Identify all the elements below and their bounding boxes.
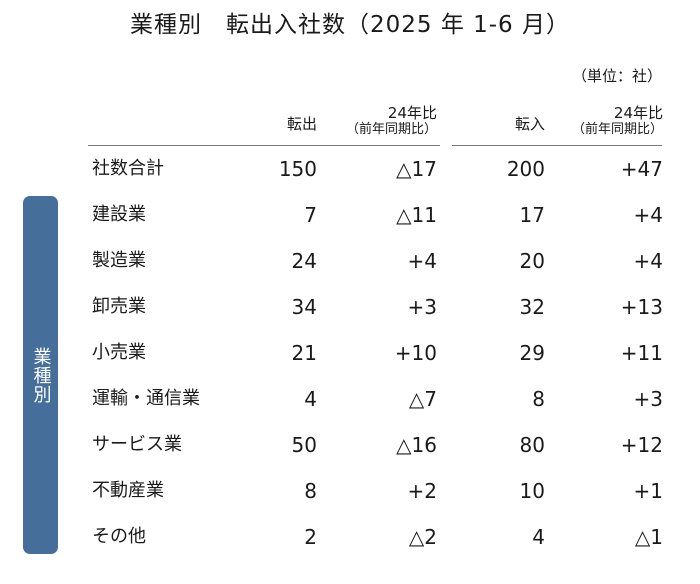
row-name: サービス業	[92, 434, 182, 455]
unit-note: （単位：社）	[571, 67, 662, 85]
row-out: 50	[291, 433, 317, 457]
row-out: 8	[304, 479, 317, 503]
row-name: 不動産業	[92, 480, 164, 501]
row-in: 32	[519, 295, 545, 319]
row-in: 29	[519, 341, 545, 365]
industry-side-label: 業種別	[23, 196, 58, 554]
header-out: 転出	[287, 115, 317, 133]
row-in-diff: +4	[633, 203, 663, 227]
table-row: 建設業 7 △11 17 +4	[0, 192, 700, 238]
row-out-diff: +10	[394, 341, 437, 365]
row-out-diff: △2	[408, 525, 437, 549]
row-out: 150	[278, 157, 317, 181]
row-name: 建設業	[92, 204, 146, 225]
header-in-compare-sub: （前年同期比）	[571, 122, 663, 137]
side-label-text: 業種別	[30, 346, 52, 404]
header-out-compare-sub: （前年同期比）	[345, 122, 437, 137]
table-row: 卸売業 34 +3 32 +13	[0, 284, 700, 330]
table-row: 不動産業 8 +2 10 +1	[0, 468, 700, 514]
row-in-diff: +13	[620, 295, 663, 319]
row-name: 製造業	[92, 250, 146, 271]
row-name: 運輸・通信業	[92, 388, 200, 409]
row-out-diff: △17	[396, 157, 437, 181]
header-divider-right	[452, 145, 662, 146]
header-in-compare-label: 24年比	[613, 104, 663, 122]
table-row: 製造業 24 +4 20 +4	[0, 238, 700, 284]
row-in: 4	[532, 525, 545, 549]
row-out-diff: +3	[407, 295, 437, 319]
header-divider-left	[88, 145, 440, 146]
row-out: 7	[304, 203, 317, 227]
row-in-diff: +12	[620, 433, 663, 457]
row-out-diff: △7	[408, 387, 437, 411]
row-in: 17	[519, 203, 545, 227]
row-name: 社数合計	[92, 158, 164, 179]
page-title: 業種別 転出入社数（2025 年 1-6 月）	[129, 12, 571, 38]
header-out-label: 転出	[286, 115, 317, 133]
row-out-diff: +4	[407, 249, 437, 273]
header-in: 転入	[515, 115, 545, 133]
row-in: 8	[532, 387, 545, 411]
row-out: 34	[291, 295, 317, 319]
row-in-diff: △1	[634, 525, 663, 549]
header-out-compare: 24年比 （前年同期比）	[346, 104, 437, 138]
row-name: その他	[92, 526, 146, 547]
row-out-diff: △16	[396, 433, 437, 457]
row-out: 24	[291, 249, 317, 273]
header-out-compare-label: 24年比	[387, 104, 437, 122]
row-out: 2	[304, 525, 317, 549]
table-row: 運輸・通信業 4 △7 8 +3	[0, 376, 700, 422]
row-in: 80	[519, 433, 545, 457]
row-out: 21	[291, 341, 317, 365]
header-in-label: 転入	[514, 115, 545, 133]
row-in-diff: +11	[620, 341, 663, 365]
header-in-compare: 24年比 （前年同期比）	[572, 104, 663, 138]
row-in-diff: +3	[633, 387, 663, 411]
row-in: 10	[519, 479, 545, 503]
row-in: 20	[519, 249, 545, 273]
table-row: サービス業 50 △16 80 +12	[0, 422, 700, 468]
row-name: 卸売業	[92, 296, 146, 317]
row-in-diff: +4	[633, 249, 663, 273]
row-in-diff: +47	[620, 157, 663, 181]
row-out-diff: △11	[396, 203, 437, 227]
row-in: 200	[506, 157, 545, 181]
row-name: 小売業	[92, 342, 146, 363]
table-row: その他 2 △2 4 △1	[0, 514, 700, 560]
row-out: 4	[304, 387, 317, 411]
row-in-diff: +1	[633, 479, 663, 503]
table-row: 社数合計 150 △17 200 +47	[0, 146, 700, 192]
row-out-diff: +2	[407, 479, 437, 503]
table-row: 小売業 21 +10 29 +11	[0, 330, 700, 376]
